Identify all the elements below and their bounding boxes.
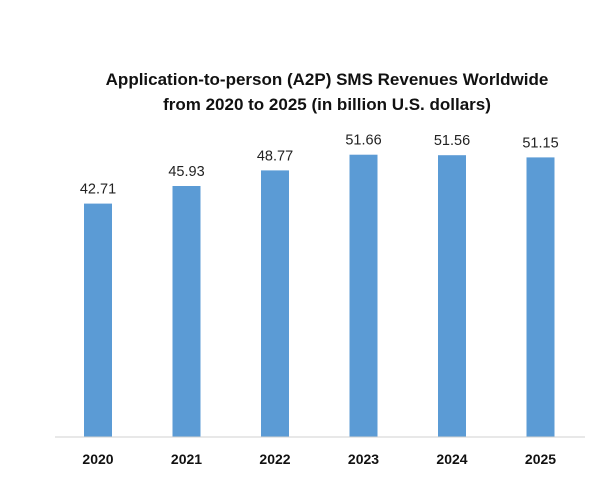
data-label-2021: 45.93 [168, 164, 204, 180]
x-tick-label-2025: 2025 [525, 451, 556, 467]
x-tick-label-2021: 2021 [171, 451, 202, 467]
data-label-2022: 48.77 [257, 148, 293, 164]
bar-2023 [349, 154, 378, 437]
x-tick-label-2020: 2020 [82, 451, 113, 467]
data-label-2025: 51.15 [522, 135, 558, 151]
labels-layer: 42.71 45.93 48.77 51.66 51.56 51.15 [80, 133, 559, 198]
data-label-2023: 51.66 [345, 133, 381, 149]
x-tick-label-2024: 2024 [436, 451, 467, 467]
bar-2025 [526, 157, 555, 437]
x-tick-label-2022: 2022 [259, 451, 290, 467]
chart-title-line-1: Application-to-person (A2P) SMS Revenues… [106, 70, 549, 89]
bar-2020 [84, 203, 112, 437]
bar-2021 [172, 186, 201, 437]
data-label-2020: 42.71 [80, 182, 116, 198]
bar-2022 [261, 170, 289, 437]
x-tick-labels: 2020 2021 2022 2023 2024 2025 [82, 451, 556, 467]
chart-title-line-2: from 2020 to 2025 (in billion U.S. dolla… [163, 95, 491, 114]
bar-2024 [438, 155, 466, 437]
bars-layer [84, 154, 555, 437]
data-label-2024: 51.56 [434, 133, 470, 149]
x-tick-label-2023: 2023 [348, 451, 379, 467]
